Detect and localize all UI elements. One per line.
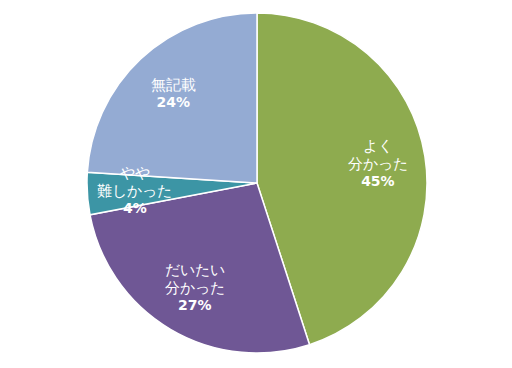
category-label-line: だいたい: [165, 261, 225, 279]
labels: よく分かった45%だいたい分かった27%やや難しかった4%無記載24%: [97, 75, 408, 313]
category-label: 無記載: [151, 75, 196, 93]
category-label-line: 無記載: [151, 75, 196, 93]
category-label: やや難しかった: [97, 163, 172, 199]
category-label: よく分かった: [348, 136, 408, 172]
chart-container: よく分かった45%だいたい分かった27%やや難しかった4%無記載24%: [0, 0, 512, 368]
pie-slice: [87, 13, 257, 183]
data-label: 24%: [156, 94, 190, 110]
data-label: 27%: [178, 297, 212, 313]
data-label: 4%: [123, 200, 147, 216]
data-label: 45%: [361, 173, 395, 189]
category-label-line: 分かった: [165, 279, 225, 297]
category-label: だいたい分かった: [165, 261, 225, 297]
category-label-line: やや: [120, 163, 150, 181]
category-label-line: 分かった: [348, 154, 408, 172]
chart: よく分かった45%だいたい分かった27%やや難しかった4%無記載24%: [0, 0, 512, 368]
category-label-line: 難しかった: [97, 181, 172, 199]
pie-slice: [90, 183, 310, 353]
pie: [87, 13, 427, 353]
category-label-line: よく: [363, 136, 393, 154]
